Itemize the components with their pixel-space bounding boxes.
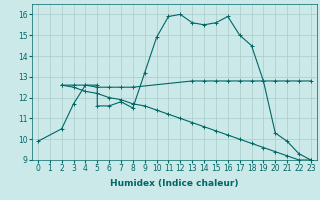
X-axis label: Humidex (Indice chaleur): Humidex (Indice chaleur)	[110, 179, 239, 188]
